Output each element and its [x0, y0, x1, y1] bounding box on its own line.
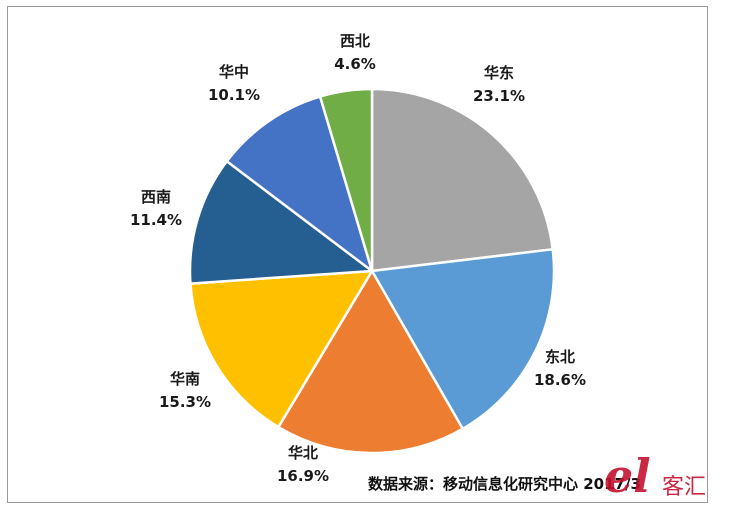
slice-label-value: 15.3% [159, 393, 211, 411]
pie-slice-4 [189, 269, 374, 429]
watermark-logo: el 客汇 [604, 452, 706, 503]
slice-label-value: 4.6% [334, 55, 376, 73]
pie-slice-1 [370, 87, 554, 273]
slice-label-value: 10.1% [208, 86, 260, 104]
slice-label-value: 16.9% [277, 467, 329, 485]
watermark-text: 客汇 [662, 475, 706, 500]
slice-label-value: 11.4% [130, 211, 182, 229]
source-note: 数据来源：移动信息化研究中心 2017/3 [368, 475, 641, 493]
pie-slice-2 [370, 248, 556, 431]
slice-label-name: 东北 [545, 348, 575, 366]
slice-label-name: 西北 [340, 32, 370, 50]
slice-label-name: 华北 [288, 444, 318, 462]
slice-label-name: 华南 [170, 370, 200, 388]
slice-label-value: 18.6% [534, 371, 586, 389]
pie-slice-3 [277, 269, 464, 455]
slice-label-value: 23.1% [473, 87, 525, 105]
pie-slice-6 [225, 95, 374, 273]
slice-label-name: 华中 [219, 63, 249, 81]
pie-slice-5 [188, 160, 374, 285]
pie-slice-7 [318, 87, 374, 273]
watermark-logo-mark: el [604, 452, 651, 503]
slice-label-name: 西南 [141, 188, 171, 206]
slice-label-name: 华东 [484, 64, 514, 82]
